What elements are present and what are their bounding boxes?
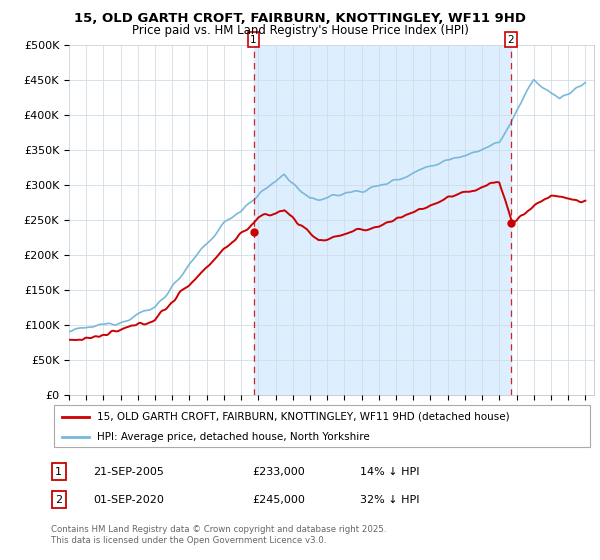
Text: £245,000: £245,000: [252, 494, 305, 505]
FancyBboxPatch shape: [54, 405, 590, 447]
Text: 1: 1: [250, 35, 257, 45]
Text: 21-SEP-2005: 21-SEP-2005: [93, 466, 164, 477]
Text: 01-SEP-2020: 01-SEP-2020: [93, 494, 164, 505]
Text: 1: 1: [55, 466, 62, 477]
Text: 2: 2: [508, 35, 514, 45]
Text: Contains HM Land Registry data © Crown copyright and database right 2025.
This d: Contains HM Land Registry data © Crown c…: [51, 525, 386, 545]
Bar: [254, 45, 511, 395]
Text: 2: 2: [55, 494, 62, 505]
Text: Price paid vs. HM Land Registry's House Price Index (HPI): Price paid vs. HM Land Registry's House …: [131, 24, 469, 36]
Text: 15, OLD GARTH CROFT, FAIRBURN, KNOTTINGLEY, WF11 9HD (detached house): 15, OLD GARTH CROFT, FAIRBURN, KNOTTINGL…: [97, 412, 510, 422]
Text: £233,000: £233,000: [252, 466, 305, 477]
Text: HPI: Average price, detached house, North Yorkshire: HPI: Average price, detached house, Nort…: [97, 432, 370, 442]
Text: 14% ↓ HPI: 14% ↓ HPI: [360, 466, 419, 477]
Text: 32% ↓ HPI: 32% ↓ HPI: [360, 494, 419, 505]
Text: 15, OLD GARTH CROFT, FAIRBURN, KNOTTINGLEY, WF11 9HD: 15, OLD GARTH CROFT, FAIRBURN, KNOTTINGL…: [74, 12, 526, 25]
